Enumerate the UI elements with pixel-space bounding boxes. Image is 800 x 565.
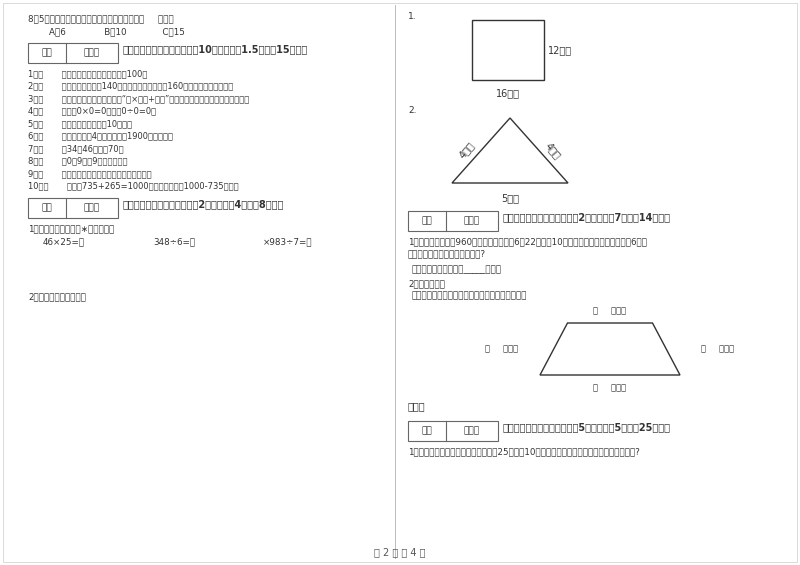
- Text: 得分: 得分: [42, 49, 52, 58]
- Text: 周长：: 周长：: [408, 401, 426, 411]
- Text: 2．动手操作。: 2．动手操作。: [408, 279, 445, 288]
- Text: （     ）毫米: （ ）毫米: [486, 345, 518, 354]
- Bar: [408, 211, 498, 231]
- Text: 量出每条边的长度，以毫米为单位，并计算周长。: 量出每条边的长度，以毫米为单位，并计算周长。: [412, 291, 527, 300]
- Text: 1．（       ）两个面积单位之间的进率是100。: 1．（ ）两个面积单位之间的进率是100。: [28, 69, 147, 78]
- Text: 2．求下面图形的周长。: 2．求下面图形的周长。: [28, 292, 86, 301]
- Text: 五、认真思考，综合能力（共2小题，每题7分，共14分）。: 五、认真思考，综合能力（共2小题，每题7分，共14分）。: [503, 212, 671, 222]
- Text: 16厘米: 16厘米: [496, 88, 520, 98]
- Text: 达，这列火车每小时行多少千米?: 达，这列火车每小时行多少千米?: [408, 249, 486, 258]
- Text: 2．（       ）一条河平均水深140厘米，一匹小马身高是160厘米，它肯定能通过。: 2．（ ）一条河平均水深140厘米，一匹小马身高是160厘米，它肯定能通过。: [28, 81, 234, 90]
- Bar: [28, 43, 118, 63]
- Text: 得分: 得分: [42, 203, 52, 212]
- Text: A、6              B、10             C、15: A、6 B、10 C、15: [38, 27, 185, 36]
- Text: 得分: 得分: [422, 427, 432, 436]
- Bar: [28, 198, 118, 218]
- Text: 46×25=＊: 46×25=＊: [43, 237, 85, 246]
- Text: （     ）毫米: （ ）毫米: [702, 345, 734, 354]
- Text: 8．5名同学打乒乓球，每两人打一场，共要打（     ）场。: 8．5名同学打乒乓球，每两人打一场，共要打（ ）场。: [28, 14, 174, 23]
- Text: 5．（       ）小明家客厅面积是10公顿。: 5．（ ）小明家客厅面积是10公顿。: [28, 119, 132, 128]
- Text: 12厘米: 12厘米: [548, 45, 572, 55]
- Bar: [472, 20, 544, 80]
- Text: 348÷6=＊: 348÷6=＊: [153, 237, 195, 246]
- Text: ×983÷7=＊: ×983÷7=＊: [263, 237, 313, 246]
- Text: 10．（       ）根据735+265=1000，可以直接写出1000-735的差。: 10．（ ）根据735+265=1000，可以直接写出1000-735的差。: [28, 181, 238, 190]
- Text: 1．甲乙两城铁路长960千米，一列客车于6月22日上午10时从甲城开往乙城，当日晚上6时到: 1．甲乙两城铁路长960千米，一列客车于6月22日上午10时从甲城开往乙城，当日…: [408, 237, 647, 246]
- Text: 9．（       ）长方形的周长就是它四条边长度的和。: 9．（ ）长方形的周长就是它四条边长度的和。: [28, 169, 152, 178]
- Text: 评卷人: 评卷人: [464, 427, 480, 436]
- Text: 1．王大妈沿着一条河用篱箆围一个长25米，切10米的长方形菜地，最少需要准备多长的篱箆?: 1．王大妈沿着一条河用篱箆围一个长25米，切10米的长方形菜地，最少需要准备多长…: [408, 447, 640, 456]
- Text: 六、活用知识，解决问题（共5小题，每题5分，共25分）。: 六、活用知识，解决问题（共5小题，每题5分，共25分）。: [503, 422, 671, 432]
- Text: 4分米: 4分米: [543, 141, 562, 160]
- Text: 3．（       ）有余数除法的验算方法是“商×除数+余数”，看得到的结果是否与被除数相等。: 3．（ ）有余数除法的验算方法是“商×除数+余数”，看得到的结果是否与被除数相等…: [28, 94, 250, 103]
- Text: 1.: 1.: [408, 12, 417, 21]
- Text: 1．列竖式计算。（带∗的要验算）: 1．列竖式计算。（带∗的要验算）: [28, 224, 114, 233]
- Text: 2.: 2.: [408, 106, 417, 115]
- Text: 第 2 页 共 4 页: 第 2 页 共 4 页: [374, 547, 426, 557]
- Text: 8．（       ）0．9里有9个十分之一。: 8．（ ）0．9里有9个十分之一。: [28, 157, 127, 166]
- Text: 三、仔细推敲，正确判断（共10小题，每题1.5分，共15分）。: 三、仔细推敲，正确判断（共10小题，每题1.5分，共15分）。: [123, 44, 308, 54]
- Text: （     ）毫米: （ ）毫米: [594, 383, 626, 392]
- Text: （     ）毫米: （ ）毫米: [594, 306, 626, 315]
- Text: 6．（       ）公元年份是4的倍数，所以1900年是闰年。: 6．（ ）公元年份是4的倍数，所以1900年是闰年。: [28, 132, 173, 141]
- Text: 评卷人: 评卷人: [84, 49, 100, 58]
- Text: 5分米: 5分米: [501, 193, 519, 203]
- Bar: [408, 421, 498, 441]
- Text: 7．（       ）34与46的和是70。: 7．（ ）34与46的和是70。: [28, 144, 124, 153]
- Text: 答：这列火车每小时有_____千米。: 答：这列火车每小时有_____千米。: [412, 265, 502, 274]
- Text: 评卷人: 评卷人: [84, 203, 100, 212]
- Text: 得分: 得分: [422, 216, 432, 225]
- Text: 4．（       ）因为0×0=0，所以0÷0=0。: 4．（ ）因为0×0=0，所以0÷0=0。: [28, 106, 156, 115]
- Text: 4分米: 4分米: [458, 141, 477, 160]
- Text: 四、看清题目，细心计算（共2小题，每题4分，共8分）。: 四、看清题目，细心计算（共2小题，每题4分，共8分）。: [123, 199, 284, 209]
- Text: 评卷人: 评卷人: [464, 216, 480, 225]
